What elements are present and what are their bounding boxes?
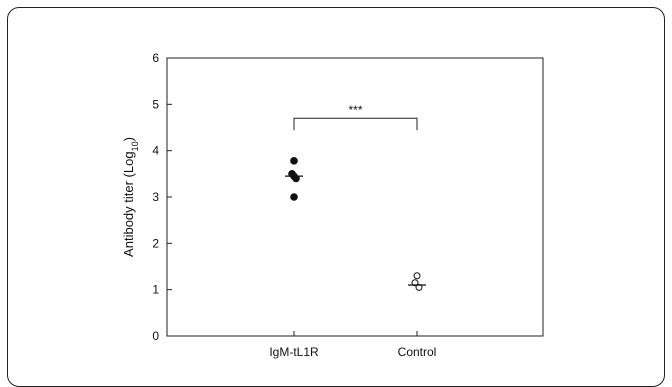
x-tick-label: IgM-tL1R (269, 345, 319, 359)
y-axis-title: Antibody titer (Log10) (121, 137, 140, 257)
chart-canvas: 0 1 2 3 4 5 6 IgM-tL1R Control *** Antibody tit… (121, 51, 544, 359)
plot-area (166, 57, 544, 337)
y-axis-title-end: ) (121, 137, 136, 141)
data-marks (285, 157, 426, 291)
y-tick-label: 0 (152, 329, 159, 343)
y-tick-label: 2 (152, 236, 159, 250)
data-point-open (413, 272, 421, 280)
significance-label: *** (348, 103, 362, 117)
data-point-filled (292, 174, 300, 183)
data-point-open (415, 283, 423, 291)
data-point-filled (290, 157, 298, 165)
x-axis: IgM-tL1R Control (269, 331, 436, 359)
significance-bracket: *** (293, 103, 418, 131)
y-tick-label: 4 (152, 144, 159, 158)
x-tick-label: Control (398, 345, 437, 359)
y-axis-title-subscript: 10 (130, 141, 140, 151)
y-tick-label: 3 (152, 190, 159, 204)
y-tick-label: 6 (152, 51, 159, 65)
data-point-open (411, 279, 419, 287)
data-point-filled (290, 193, 298, 201)
y-axis: 0 1 2 3 4 5 6 (152, 51, 172, 343)
bracket-line (293, 117, 418, 131)
y-tick-label: 1 (152, 283, 159, 297)
y-axis-title-main: Antibody titer (Log (121, 151, 136, 257)
y-tick-label: 5 (152, 97, 159, 111)
